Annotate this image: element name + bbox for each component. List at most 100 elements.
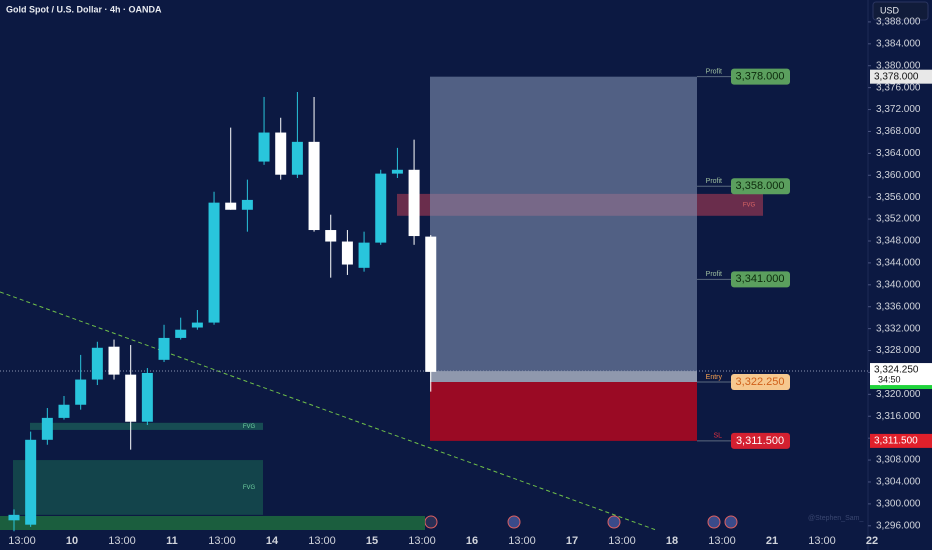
axis-tag [870,69,932,84]
fvg-label: FVG [743,202,756,208]
candle-body [341,241,353,265]
current-price-label: 3,324.250 [874,365,919,376]
candle-body [425,236,437,372]
x-tick-label: 21 [766,535,778,547]
current-price-tag [870,363,932,386]
candle-body [258,132,270,162]
event-icon [507,515,521,529]
open-pnl-zone [430,371,697,383]
y-tick-label: 3,380.000 [876,60,921,71]
fvg-label: FVG [243,424,256,430]
y-tick-label: 3,308.000 [876,455,921,466]
level-price: 3,311.500 [736,435,784,447]
candle-body [191,322,203,328]
y-tick-label: 3,316.000 [876,411,921,422]
y-tick-label: 3,340.000 [876,279,921,290]
y-tick-label: 3,384.000 [876,38,921,49]
candle-body [291,141,303,175]
candle-body [58,404,70,418]
x-tick-label: 22 [866,535,878,547]
candle-body [108,346,120,375]
currency-button[interactable] [872,1,929,21]
candle-body [125,374,137,422]
x-tick-label: 15 [366,535,378,547]
fvg-zone [30,422,263,430]
x-tick-label: 13:00 [608,535,636,547]
y-tick-label: 3,296.000 [876,520,921,531]
profit-zone [430,76,697,372]
level-price: 3,378.000 [736,71,785,83]
level-tag [731,178,790,195]
y-tick-label: 3,352.000 [876,214,921,225]
loss-zone [430,382,697,441]
candle-body [308,141,320,231]
candle-body [241,199,253,210]
level-tag [731,68,790,85]
y-tick-label: 3,344.000 [876,258,921,269]
candle-body [75,379,87,405]
x-tick-label: 13:00 [108,535,136,547]
level-name: Profit [706,271,722,278]
y-tick-label: 3,376.000 [876,82,921,93]
level-name: Profit [706,69,722,76]
candle-body [141,372,153,422]
x-tick-label: 14 [266,535,279,547]
x-tick-label: 13:00 [508,535,536,547]
chart-title: Gold Spot / U.S. Dollar · 4h · OANDA [6,4,162,14]
event-icon [607,515,621,529]
x-tick-label: 16 [466,535,478,547]
candle-body [8,514,20,521]
axis-tag [870,433,932,448]
y-tick-label: 3,360.000 [876,170,921,181]
level-price: 3,322.250 [736,376,785,388]
event-icon [707,515,721,529]
x-tick-label: 10 [66,535,78,547]
candle-body [391,169,403,174]
currency-label: USD [880,5,900,15]
y-tick-label: 3,356.000 [876,192,921,203]
x-tick-label: 17 [566,535,578,547]
axis-tag-label: 3,378.000 [874,71,919,82]
candle-body [41,417,53,440]
y-tick-label: 3,336.000 [876,301,921,312]
candle-body [25,439,37,525]
event-icon [724,515,738,529]
y-tick-label: 3,348.000 [876,236,921,247]
fvg-label: FVG [243,485,256,491]
bottom-band [0,516,425,530]
y-tick-label: 3,328.000 [876,345,921,356]
y-tick-label: 3,388.000 [876,17,921,28]
x-tick-label: 13:00 [8,535,36,547]
candle-body [375,173,387,243]
y-tick-label: 3,332.000 [876,323,921,334]
candle-body [91,347,103,380]
y-tick-label: 3,364.000 [876,148,921,159]
candle-body [275,132,287,175]
candle-body [225,202,237,210]
countdown: 34:50 [878,374,901,384]
watermark: @Stephen_Sam_ [808,515,863,522]
y-tick-label: 3,320.000 [876,389,921,400]
axis-tag-label: 3,311.500 [874,436,918,447]
level-tag [731,271,790,288]
y-tick-label: 3,304.000 [876,477,921,488]
level-name: SL [713,433,722,440]
level-name: Profit [706,178,722,185]
y-tick-label: 3,300.000 [876,499,921,510]
x-tick-label: 13:00 [208,535,236,547]
candle-body [325,230,337,242]
fvg-zone [13,460,263,515]
level-price: 3,341.000 [736,273,785,285]
level-name: Entry [706,374,723,381]
candle-body [158,337,170,360]
x-tick-label: 13:00 [808,535,836,547]
x-tick-label: 11 [166,535,178,547]
x-tick-label: 13:00 [408,535,436,547]
level-tag [731,374,790,391]
candle-body [358,242,370,268]
y-tick-label: 3,368.000 [876,126,921,137]
x-tick-label: 13:00 [708,535,736,547]
x-tick-label: 13:00 [308,535,336,547]
